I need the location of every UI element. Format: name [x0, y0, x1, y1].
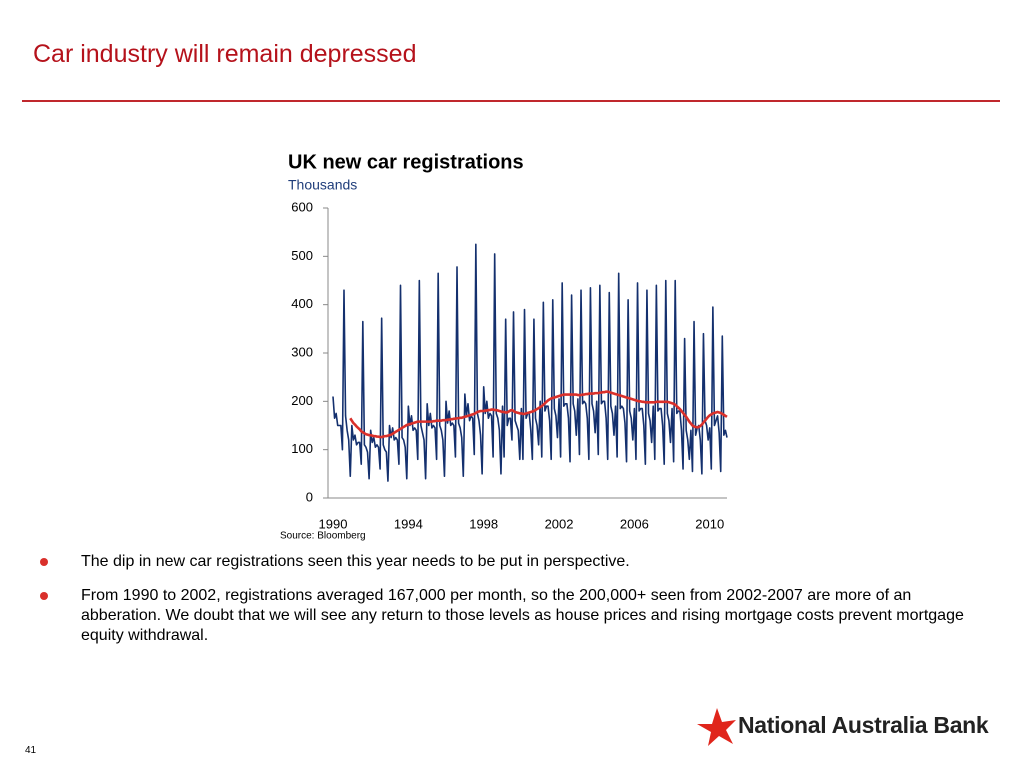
bullet-dot	[40, 592, 48, 600]
slide-title: Car industry will remain depressed	[33, 40, 417, 68]
source: Source: Bloomberg	[280, 531, 366, 542]
series-line	[332, 243, 728, 482]
logo-star	[697, 708, 736, 746]
y-tick-label: 600	[291, 199, 313, 214]
y-tick-label: 400	[291, 296, 313, 311]
x-tick-label: 1994	[394, 516, 423, 531]
logo-text: National Australia Bank	[738, 712, 989, 738]
x-tick-label: 2010	[695, 516, 724, 531]
y-tick-label: 100	[291, 441, 313, 456]
chart-subtitle: Thousands	[288, 177, 357, 193]
y-tick-label: 300	[291, 344, 313, 359]
bullet-text: From 1990 to 2002, registrations average…	[81, 587, 964, 644]
y-tick-label: 500	[291, 248, 313, 263]
x-tick-label: 2006	[620, 516, 649, 531]
title-rule	[22, 100, 1000, 102]
bullet-text: The dip in new car registrations seen th…	[81, 553, 630, 570]
x-tick-label: 1998	[469, 516, 498, 531]
page-number: 41	[25, 745, 37, 756]
bullet-dot	[40, 558, 48, 566]
x-tick-label: 2002	[545, 516, 574, 531]
x-tick-label: 1990	[319, 516, 348, 531]
y-tick-label: 200	[291, 393, 313, 408]
series-line	[349, 390, 728, 439]
chart-title: UK new car registrations	[288, 151, 524, 173]
y-tick-label: 0	[306, 489, 313, 504]
